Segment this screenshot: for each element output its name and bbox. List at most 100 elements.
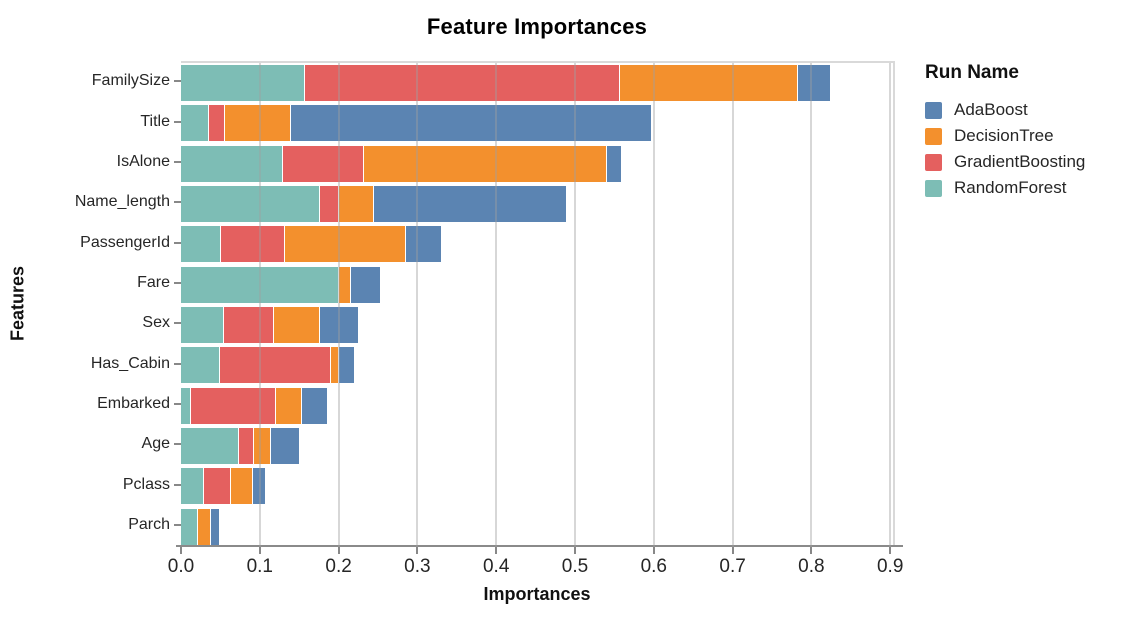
bar-segment-randomforest-has_cabin[interactable] xyxy=(181,347,221,384)
legend-swatch-decisiontree xyxy=(925,127,942,145)
bar-segment-randomforest-age[interactable] xyxy=(181,428,239,465)
bar-segment-decisiontree-has_cabin[interactable] xyxy=(330,347,339,384)
x-tick-label-0.6: 0.6 xyxy=(640,556,668,577)
bar-segment-decisiontree-name_length[interactable] xyxy=(338,186,375,223)
bar-segment-gradientboosting-age[interactable] xyxy=(238,428,255,465)
bar-segment-randomforest-isalone[interactable] xyxy=(181,145,284,182)
bar-row-Fare xyxy=(181,265,893,305)
bar-segment-decisiontree-embarked[interactable] xyxy=(275,387,303,424)
x-axis-title: Importances xyxy=(483,584,591,604)
stacked-bar-Embarked xyxy=(181,387,327,424)
bar-segment-randomforest-sex[interactable] xyxy=(181,307,224,344)
bar-segment-randomforest-name_length[interactable] xyxy=(181,186,320,223)
y-tick-mark-FamilySize xyxy=(174,80,181,83)
legend-title: Run Name xyxy=(925,62,1019,83)
stacked-bar-IsAlone xyxy=(181,145,621,182)
y-tick-label-Parch: Parch xyxy=(128,515,170,533)
y-tick-mark-Name_length xyxy=(174,201,181,204)
x-tick-mark-0.5 xyxy=(574,547,576,554)
legend-label-randomforest: RandomForest xyxy=(954,178,1067,197)
legend-swatch-randomforest xyxy=(925,179,942,197)
legend-swatch-gradientboosting xyxy=(925,153,942,171)
bar-row-Sex xyxy=(181,305,893,345)
bar-segment-decisiontree-age[interactable] xyxy=(254,428,271,465)
bar-segment-decisiontree-title[interactable] xyxy=(225,105,291,142)
bar-segment-randomforest-familysize[interactable] xyxy=(181,65,305,102)
stacked-bar-Has_Cabin xyxy=(181,347,355,384)
bar-segment-adaboost-sex[interactable] xyxy=(320,307,359,344)
y-tick-mark-Has_Cabin xyxy=(174,362,181,365)
x-axis-line xyxy=(176,545,903,547)
x-tick-mark-0.7 xyxy=(731,547,734,554)
y-tick-mark-Parch xyxy=(174,523,181,526)
bar-row-Has_Cabin xyxy=(181,345,893,385)
bar-segment-adaboost-age[interactable] xyxy=(270,428,300,465)
x-tick-mark-0.9 xyxy=(889,547,892,554)
bar-segment-gradientboosting-name_length[interactable] xyxy=(319,186,339,223)
y-tick-mark-Age xyxy=(174,443,181,446)
bar-segment-gradientboosting-embarked[interactable] xyxy=(191,387,276,424)
bar-segment-adaboost-fare[interactable] xyxy=(351,266,380,303)
gridline-0.3 xyxy=(416,63,419,547)
bar-segment-decisiontree-passengerid[interactable] xyxy=(285,226,406,263)
bar-segment-adaboost-passengerid[interactable] xyxy=(405,226,442,263)
bar-row-PassengerId xyxy=(181,224,893,264)
legend-item-adaboost[interactable]: AdaBoost xyxy=(925,97,1130,123)
x-tick-label-0.9: 0.9 xyxy=(876,556,904,577)
bar-row-Pclass xyxy=(181,466,893,506)
bar-segment-gradientboosting-title[interactable] xyxy=(208,105,226,142)
bar-segment-gradientboosting-passengerid[interactable] xyxy=(221,226,285,263)
y-tick-label-Title: Title xyxy=(140,112,170,130)
bar-segment-randomforest-fare[interactable] xyxy=(181,266,339,303)
bar-segment-adaboost-title[interactable] xyxy=(290,105,652,142)
bar-segment-adaboost-isalone[interactable] xyxy=(606,145,621,182)
bar-segment-adaboost-familysize[interactable] xyxy=(797,65,831,102)
x-tick-mark-0.2 xyxy=(337,547,340,554)
y-tick-mark-PassengerId xyxy=(174,241,181,244)
bar-segment-randomforest-title[interactable] xyxy=(181,105,209,142)
legend: Run Name AdaBoost DecisionTree GradientBoo… xyxy=(925,62,1130,201)
bar-segment-gradientboosting-sex[interactable] xyxy=(223,307,274,344)
bar-segment-decisiontree-sex[interactable] xyxy=(273,307,321,344)
bar-segment-gradientboosting-has_cabin[interactable] xyxy=(220,347,331,384)
bar-row-FamilySize xyxy=(181,63,893,103)
x-tick-label-0.5: 0.5 xyxy=(561,556,589,577)
bar-segment-gradientboosting-isalone[interactable] xyxy=(283,145,364,182)
x-tick-label-0.8: 0.8 xyxy=(798,556,825,577)
bar-segment-randomforest-embarked[interactable] xyxy=(181,387,192,424)
stacked-bar-Sex xyxy=(181,307,359,344)
bar-row-Title xyxy=(181,103,893,143)
legend-item-gradientboosting[interactable]: GradientBoosting xyxy=(925,149,1130,175)
legend-item-decisiontree[interactable]: DecisionTree xyxy=(925,123,1130,149)
y-tick-label-Pclass: Pclass xyxy=(122,475,170,493)
bar-segment-randomforest-pclass[interactable] xyxy=(181,468,204,505)
bar-segment-adaboost-name_length[interactable] xyxy=(374,186,566,223)
x-tick-mark-0.8 xyxy=(810,547,813,554)
gridline-0.5 xyxy=(574,63,576,547)
gridline-0.6 xyxy=(652,63,655,547)
bar-row-Embarked xyxy=(181,386,893,426)
bar-segment-randomforest-passengerid[interactable] xyxy=(181,226,222,263)
bar-segment-decisiontree-parch[interactable] xyxy=(197,508,211,545)
legend-item-randomforest[interactable]: RandomForest xyxy=(925,175,1130,201)
bar-segment-adaboost-embarked[interactable] xyxy=(302,387,327,424)
y-tick-label-Age: Age xyxy=(141,435,170,453)
y-tick-label-Embarked: Embarked xyxy=(97,394,170,412)
x-tick-label-0.4: 0.4 xyxy=(482,556,510,577)
bar-segment-decisiontree-fare[interactable] xyxy=(338,266,352,303)
y-tick-mark-Title xyxy=(174,120,181,123)
legend-label-gradientboosting: GradientBoosting xyxy=(954,152,1086,171)
x-tick-label-0.2: 0.2 xyxy=(325,556,352,577)
bar-segment-adaboost-has_cabin[interactable] xyxy=(338,347,355,384)
bar-segment-gradientboosting-familysize[interactable] xyxy=(304,65,620,102)
bar-segment-gradientboosting-pclass[interactable] xyxy=(203,468,231,505)
bar-segment-decisiontree-familysize[interactable] xyxy=(619,65,798,102)
bar-segment-decisiontree-pclass[interactable] xyxy=(230,468,253,505)
y-tick-label-FamilySize: FamilySize xyxy=(91,72,170,90)
bar-segment-decisiontree-isalone[interactable] xyxy=(363,145,607,182)
bar-segment-adaboost-parch[interactable] xyxy=(210,508,219,545)
bar-segment-adaboost-pclass[interactable] xyxy=(252,468,266,505)
bar-row-Age xyxy=(181,426,893,466)
bar-segment-randomforest-parch[interactable] xyxy=(181,508,198,545)
